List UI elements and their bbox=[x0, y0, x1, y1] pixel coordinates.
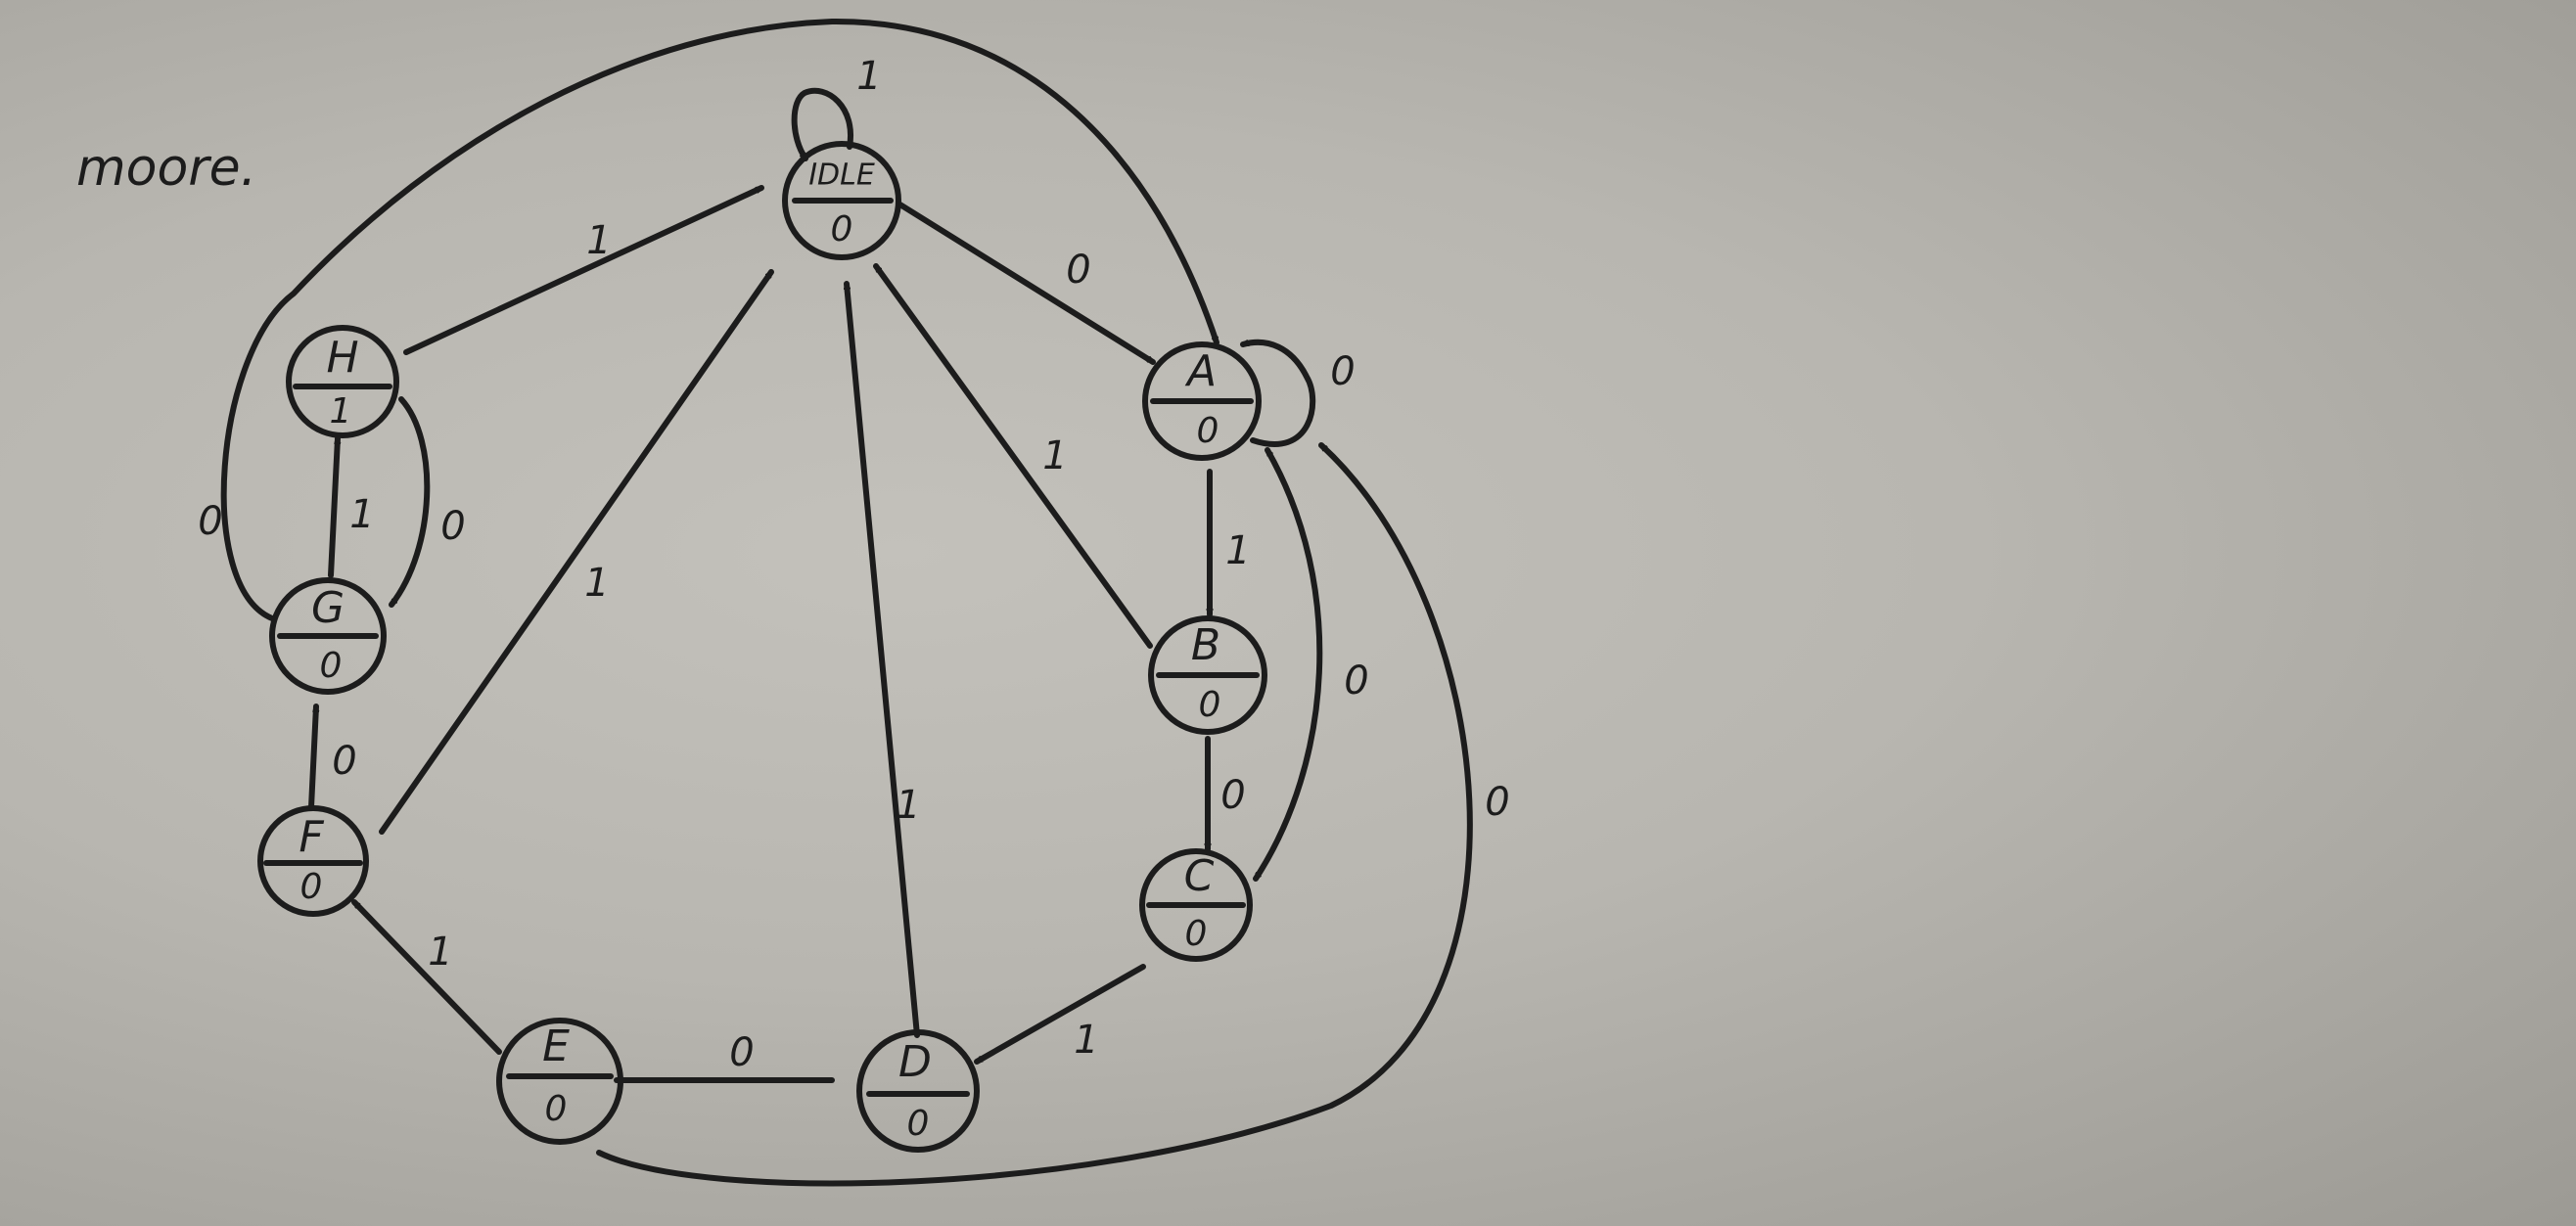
state-idle-output: 0 bbox=[831, 209, 853, 250]
edge-label-h-idle: 1 bbox=[586, 218, 611, 263]
state-e-name: E bbox=[542, 1022, 570, 1071]
state-h: H 1 bbox=[286, 325, 399, 438]
edge-a-a bbox=[1240, 339, 1316, 447]
diagram-title: moore. bbox=[76, 139, 256, 198]
state-c-name: C bbox=[1184, 851, 1215, 901]
edge-label-h-g: 0 bbox=[440, 504, 465, 549]
state-f-output: 0 bbox=[300, 867, 323, 907]
edge-a-c bbox=[1253, 447, 1323, 882]
state-e-output: 0 bbox=[545, 1089, 568, 1129]
state-c: C 0 bbox=[1139, 848, 1253, 962]
edge-b-idle bbox=[873, 263, 1153, 649]
states: IDLE 0 A 0 B 0 C 0 D 0 bbox=[257, 141, 1267, 1153]
state-a-output: 0 bbox=[1197, 411, 1219, 451]
edge-g-h bbox=[328, 435, 338, 578]
edge-idle-a bbox=[896, 201, 1156, 365]
edge-idle-idle bbox=[791, 87, 854, 161]
edge-label-e-f: 1 bbox=[428, 930, 452, 975]
edge-f-g bbox=[308, 704, 316, 810]
state-g-output: 0 bbox=[320, 646, 343, 686]
edge-e-f bbox=[351, 899, 502, 1055]
state-b-output: 0 bbox=[1199, 685, 1221, 725]
edge-label-idle-a: 0 bbox=[1066, 248, 1090, 293]
edge-label-e-a: 0 bbox=[1485, 780, 1509, 825]
state-g: G 0 bbox=[269, 577, 387, 695]
state-e: E 0 bbox=[496, 1018, 623, 1145]
edge-d-idle bbox=[847, 281, 920, 1038]
edge-label-a-a: 0 bbox=[1330, 349, 1355, 394]
edge-label-d-idle: 1 bbox=[896, 783, 920, 828]
state-g-name: G bbox=[311, 583, 345, 633]
transitions: 1 0 0 1 1 0 0 1 1 0 0 1 bbox=[198, 18, 1510, 1187]
edge-h-idle bbox=[403, 185, 764, 355]
edge-label-b-c: 0 bbox=[1220, 773, 1245, 818]
edge-g-a bbox=[220, 18, 1219, 621]
edge-h-g bbox=[389, 396, 431, 608]
edge-label-idle-idle: 1 bbox=[856, 54, 881, 99]
state-h-name: H bbox=[326, 333, 358, 383]
state-d-output: 0 bbox=[907, 1104, 930, 1144]
edge-label-b-idle: 1 bbox=[1042, 433, 1067, 478]
state-d-name: D bbox=[898, 1037, 932, 1087]
state-c-output: 0 bbox=[1185, 914, 1208, 954]
edge-e-a bbox=[596, 442, 1473, 1187]
edge-label-f-g: 0 bbox=[332, 739, 356, 784]
state-f: F 0 bbox=[257, 805, 369, 917]
state-h-output: 1 bbox=[330, 391, 352, 431]
state-a: A 0 bbox=[1142, 341, 1262, 461]
state-b-name: B bbox=[1191, 620, 1220, 670]
state-d: D 0 bbox=[856, 1029, 980, 1153]
edge-label-a-c: 0 bbox=[1344, 658, 1368, 704]
state-f-name: F bbox=[299, 812, 324, 862]
edge-label-c-d: 1 bbox=[1074, 1018, 1098, 1063]
state-b: B 0 bbox=[1148, 615, 1267, 735]
edge-f-idle bbox=[379, 269, 774, 835]
edge-label-g-a: 0 bbox=[198, 499, 222, 544]
state-a-name: A bbox=[1184, 346, 1217, 396]
state-idle: IDLE 0 bbox=[782, 141, 901, 260]
edge-label-g-h: 1 bbox=[349, 492, 374, 537]
edge-label-d-e: 0 bbox=[729, 1030, 754, 1075]
edge-c-d bbox=[974, 964, 1146, 1065]
state-idle-name: IDLE bbox=[808, 159, 875, 193]
edge-label-f-idle: 1 bbox=[584, 561, 609, 606]
edge-label-a-b: 1 bbox=[1225, 528, 1250, 573]
